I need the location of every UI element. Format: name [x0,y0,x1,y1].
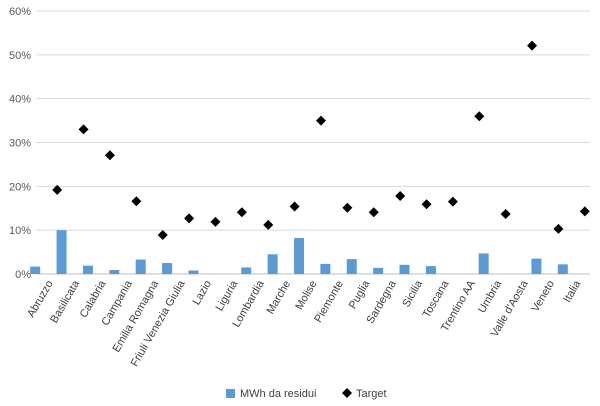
target-marker [553,223,564,234]
bar [531,258,542,274]
bar [294,238,304,274]
legend-target-label: Target [356,388,387,400]
y-tick-label: 0% [15,269,31,281]
gridlines [36,10,590,275]
x-category-label: Lazio [191,279,215,308]
x-axis-categories: AbruzzoBasilicataCalabriaCampaniaEmilia … [25,278,584,369]
bar [425,266,436,274]
target-marker [368,207,379,218]
target-marker [184,213,195,224]
bar [241,267,252,274]
target-marker [447,196,458,207]
target-marker [78,124,89,135]
bar [109,270,120,274]
target-marker [579,206,590,217]
target-marker [421,199,432,210]
target-marker [289,201,300,212]
bar [478,253,489,274]
bar [373,267,384,274]
bar [30,266,41,274]
target-marker [104,150,115,161]
y-axis-ticks: 0% 10% 20% 30% 40% 50% 60% [9,6,31,281]
target-marker [263,219,274,230]
bar [56,230,67,274]
x-category-label: Veneto [530,279,558,315]
bar [188,270,199,274]
target-marker [131,196,142,207]
bar-series [30,230,568,274]
legend: MWh da residui Target [226,388,387,400]
x-category-label: Liguria [214,278,241,313]
bar [346,259,357,274]
bar [320,263,331,274]
legend-bar-label: MWh da residui [240,388,316,400]
x-category-label: Marche [264,279,293,317]
x-category-label: Umbria [476,278,505,315]
y-tick-label: 40% [9,94,31,106]
target-marker [316,115,326,126]
target-marker [500,208,511,219]
bar [162,263,173,274]
legend-bar-swatch [226,389,235,398]
target-marker [52,184,63,195]
bar [399,264,410,274]
y-tick-label: 50% [9,50,31,62]
x-category-label: Sicilia [400,278,425,310]
y-tick-label: 10% [9,225,31,237]
target-marker [236,207,247,218]
target-marker [157,229,168,240]
legend-target-swatch [342,388,352,398]
y-tick-label: 30% [9,138,31,150]
bar [82,265,93,274]
target-marker [527,40,538,51]
bar [135,259,146,274]
target-marker [474,111,485,122]
bar [267,254,278,274]
x-category-label: Puglia [347,278,373,311]
target-marker [210,216,221,227]
y-tick-label: 20% [9,181,31,193]
y-tick-label: 60% [9,6,31,18]
target-series [52,40,590,240]
x-category-label: Italia [561,278,583,305]
target-marker [342,202,353,213]
x-category-label: Molise [293,279,319,313]
bar [557,264,568,274]
target-marker [395,190,406,201]
